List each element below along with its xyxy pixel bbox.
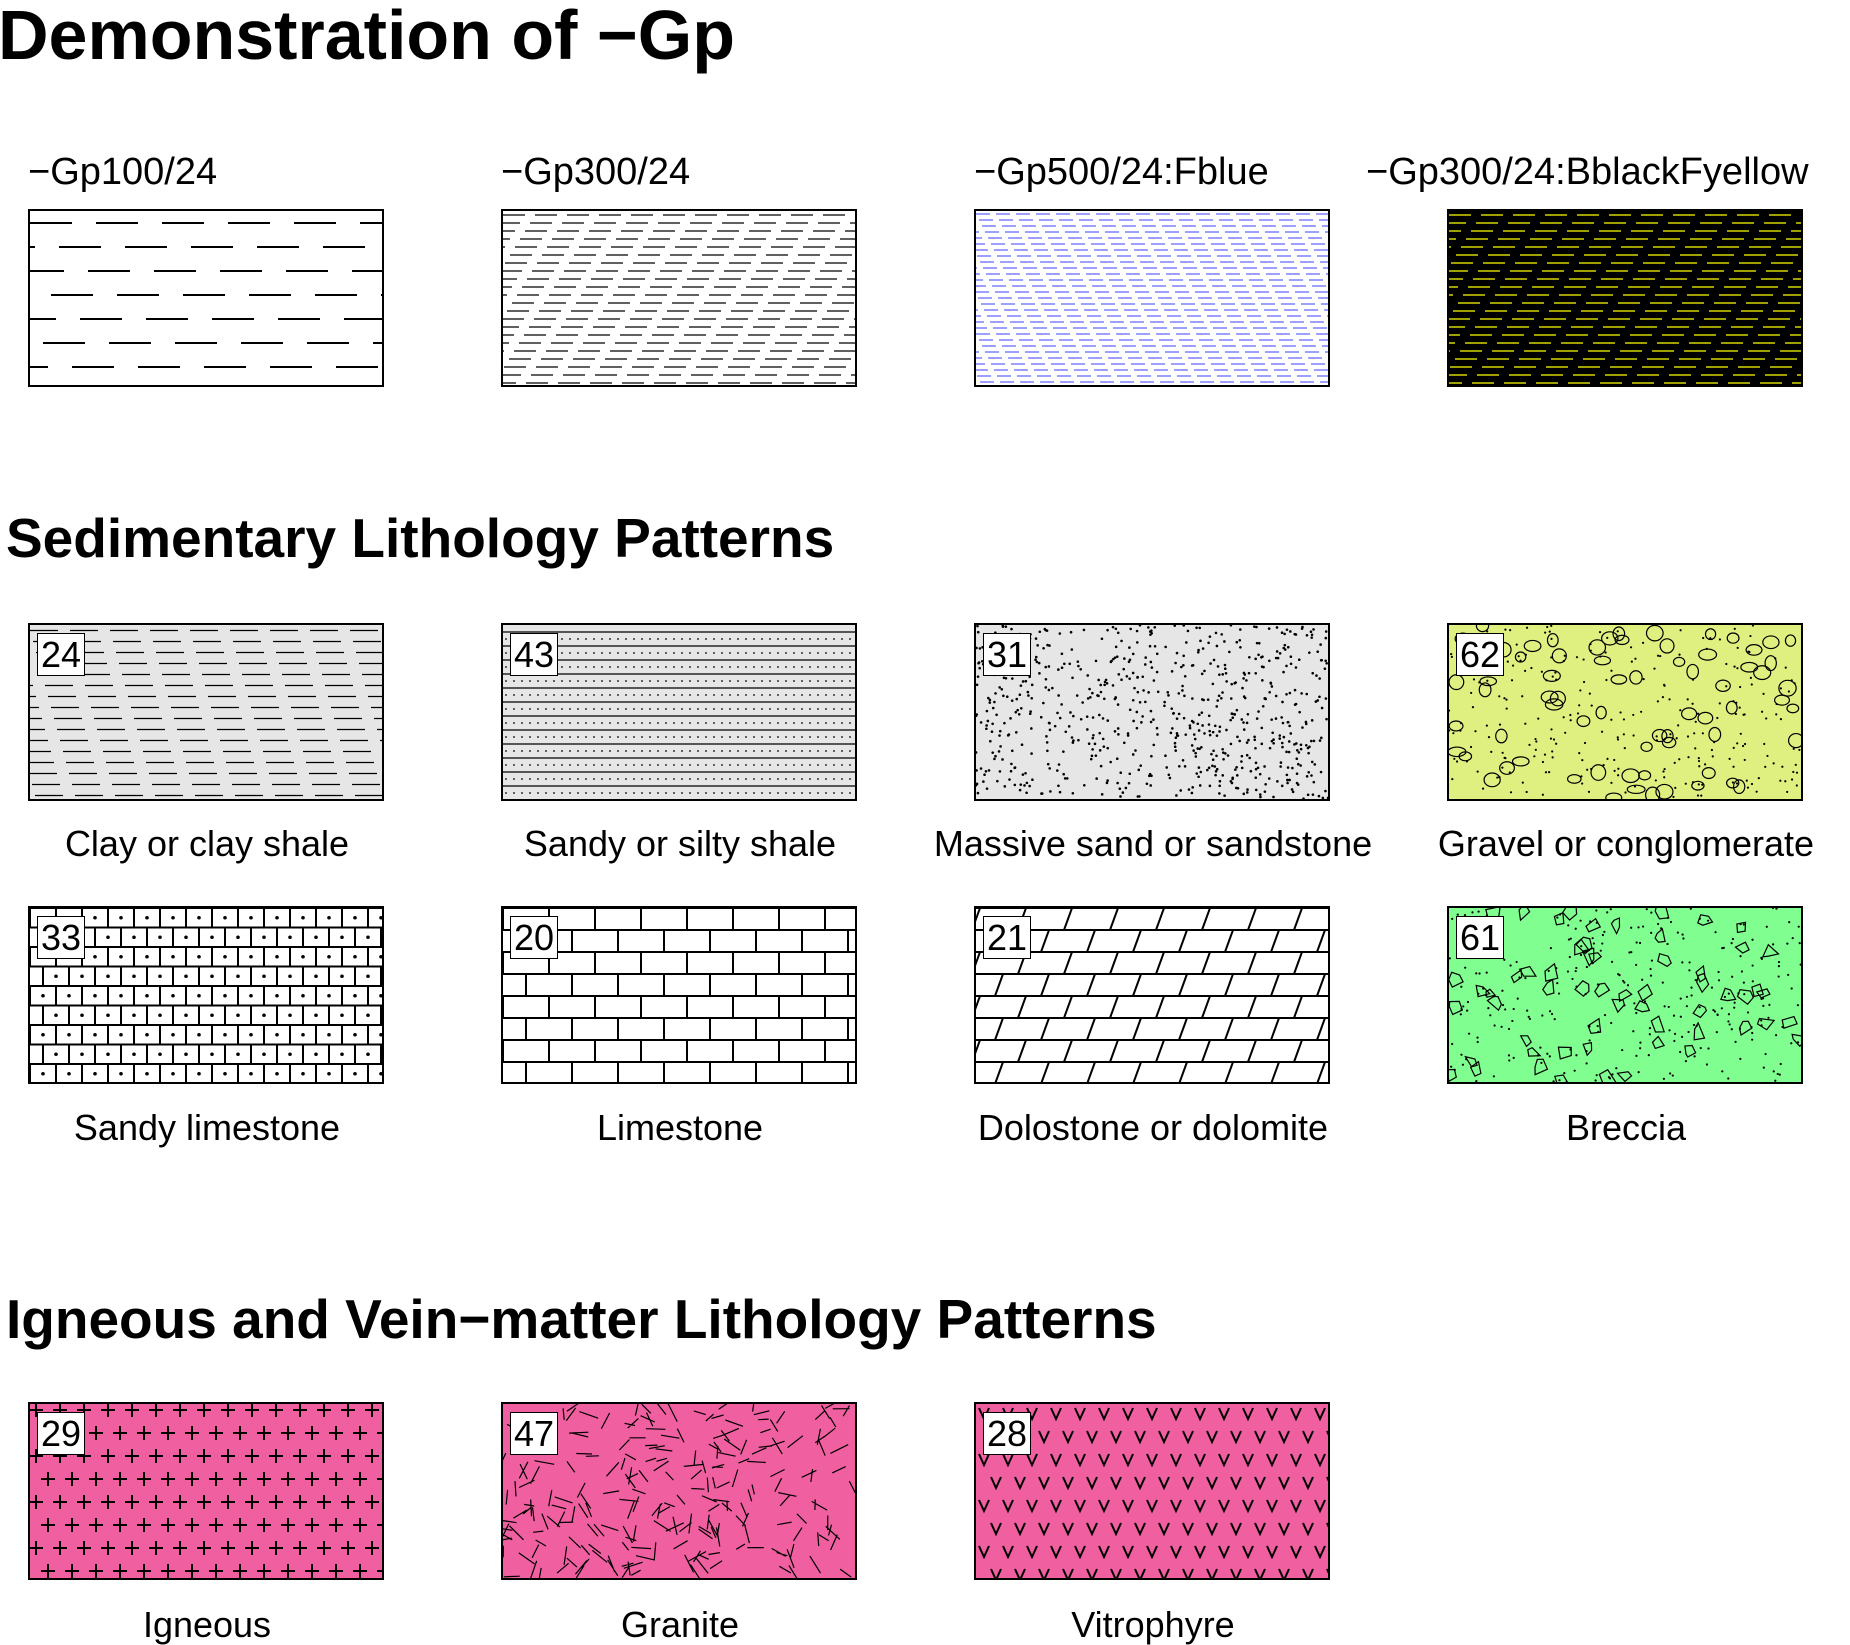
pattern-fill [976,1404,1328,1578]
demo-label-2: −Gp300/24 [501,151,691,193]
pattern-caption: Vitrophyre [1071,1604,1235,1645]
pattern-caption: Dolostone or dolomite [977,1107,1329,1148]
pattern-number: 43 [510,633,559,676]
pattern-swatch-granite: 47 [501,1402,857,1580]
pattern-number: 29 [37,1412,86,1455]
pattern-number: 62 [1456,633,1505,676]
pattern-number: 28 [983,1412,1032,1455]
pattern-fill [503,211,855,385]
pattern-fill [976,211,1328,385]
pattern-number: 33 [37,916,86,959]
pattern-swatch-gravel: 62 [1447,623,1803,801]
pattern-number: 24 [37,633,86,676]
pattern-number: 47 [510,1412,559,1455]
pattern-caption: Sandy limestone [73,1107,341,1148]
demo-label-3: −Gp500/24:Fblue [974,151,1269,193]
pattern-fill [503,908,855,1082]
demo-swatch-2 [501,209,857,387]
page-title: Demonstration of −Gp [0,0,735,74]
pattern-caption: Massive sand or sandstone [933,823,1373,864]
pattern-fill [976,908,1328,1082]
demo-swatch-1 [28,209,384,387]
pattern-caption: Clay or clay shale [64,823,350,864]
pattern-fill [1449,625,1801,799]
pattern-swatch-breccia: 61 [1447,906,1803,1084]
demo-swatch-4 [1447,209,1803,387]
pattern-caption: Igneous [142,1604,272,1645]
pattern-swatch-igneous: 29 [28,1402,384,1580]
pattern-caption: Gravel or conglomerate [1437,823,1815,864]
pattern-swatch-clay: 24 [28,623,384,801]
demo-label-1: −Gp100/24 [28,151,218,193]
pattern-fill [30,1404,382,1578]
pattern-fill [1449,908,1801,1082]
pattern-swatch-vitrophyre: 28 [974,1402,1330,1580]
pattern-swatch-sandy-limestone: 33 [28,906,384,1084]
pattern-swatch-dolomite: 21 [974,906,1330,1084]
pattern-caption: Breccia [1565,1107,1687,1148]
pattern-fill [1449,211,1801,385]
pattern-caption: Granite [620,1604,740,1645]
pattern-swatch-sandy-shale: 43 [501,623,857,801]
pattern-fill [503,1404,855,1578]
demo-swatch-3 [974,209,1330,387]
pattern-caption: Sandy or silty shale [523,823,837,864]
demo-label-4: −Gp300/24:BblackFyellow [1366,151,1809,193]
sedimentary-section-title: Sedimentary Lithology Patterns [6,507,835,569]
pattern-fill [30,625,382,799]
pattern-fill [976,625,1328,799]
pattern-number: 20 [510,916,559,959]
pattern-caption: Limestone [596,1107,764,1148]
pattern-swatch-sandstone: 31 [974,623,1330,801]
pattern-fill [30,908,382,1082]
pattern-fill [30,211,382,385]
pattern-number: 61 [1456,916,1505,959]
pattern-number: 21 [983,916,1032,959]
pattern-fill [503,625,855,799]
igneous-section-title: Igneous and Vein−matter Lithology Patter… [6,1288,1157,1350]
pattern-swatch-limestone: 20 [501,906,857,1084]
pattern-number: 31 [983,633,1032,676]
